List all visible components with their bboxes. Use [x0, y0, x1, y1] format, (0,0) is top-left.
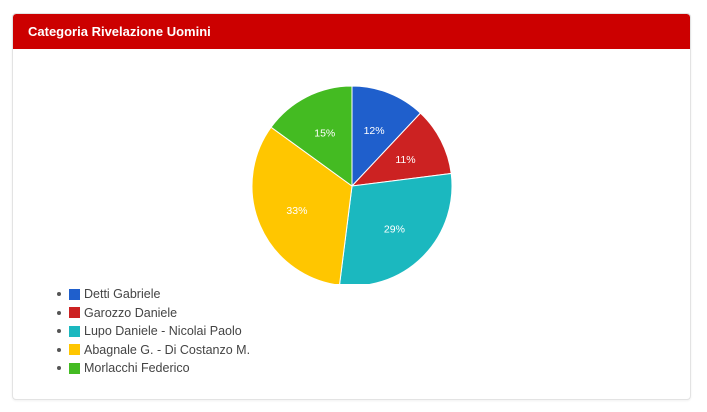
legend-item[interactable]: Lupo Daniele - Nicolai Paolo — [57, 322, 250, 341]
legend-swatch — [69, 307, 80, 319]
legend-item[interactable]: Garozzo Daniele — [57, 304, 250, 323]
legend-swatch — [69, 288, 80, 300]
pie-slice-label: 15% — [314, 128, 335, 140]
pie-slice-label: 12% — [364, 125, 385, 137]
pie-slice[interactable] — [339, 172, 453, 284]
pie-slice[interactable] — [350, 112, 452, 187]
legend-item[interactable]: Abagnale G. - Di Costanzo M. — [57, 341, 250, 360]
pie-slice[interactable] — [270, 85, 353, 187]
legend-swatch — [69, 344, 80, 356]
chart-card: Categoria Rivelazione Uomini 12% 11% 29% 33… — [12, 13, 691, 400]
legend-label: Lupo Daniele - Nicolai Paolo — [84, 324, 242, 339]
bullet-icon — [57, 292, 61, 297]
pie-chart: 12% 11% 29% 33% 15% — [251, 85, 453, 284]
legend-item[interactable]: Detti Gabriele — [57, 285, 250, 304]
pie-slice[interactable] — [351, 85, 422, 188]
card-title: Categoria Rivelazione Uomini — [13, 14, 690, 49]
bullet-icon — [57, 329, 61, 334]
bullet-icon — [57, 347, 61, 352]
bullet-icon — [57, 366, 61, 371]
legend-label: Abagnale G. - Di Costanzo M. — [84, 342, 251, 357]
legend-label: Morlacchi Federico — [84, 361, 190, 376]
pie-slice-label: 33% — [286, 205, 307, 217]
pie-slice[interactable] — [251, 126, 353, 284]
chart-legend: Detti Gabriele Garozzo Daniele Lupo Daniel… — [57, 285, 250, 378]
bullet-icon — [57, 310, 61, 315]
legend-swatch — [69, 362, 80, 374]
pie-slice-label: 11% — [395, 154, 415, 166]
legend-item[interactable]: Morlacchi Federico — [57, 359, 250, 378]
legend-swatch — [69, 325, 80, 337]
legend-label: Detti Gabriele — [84, 287, 161, 302]
legend-label: Garozzo Daniele — [84, 305, 178, 320]
pie-slice-label: 29% — [384, 223, 405, 235]
